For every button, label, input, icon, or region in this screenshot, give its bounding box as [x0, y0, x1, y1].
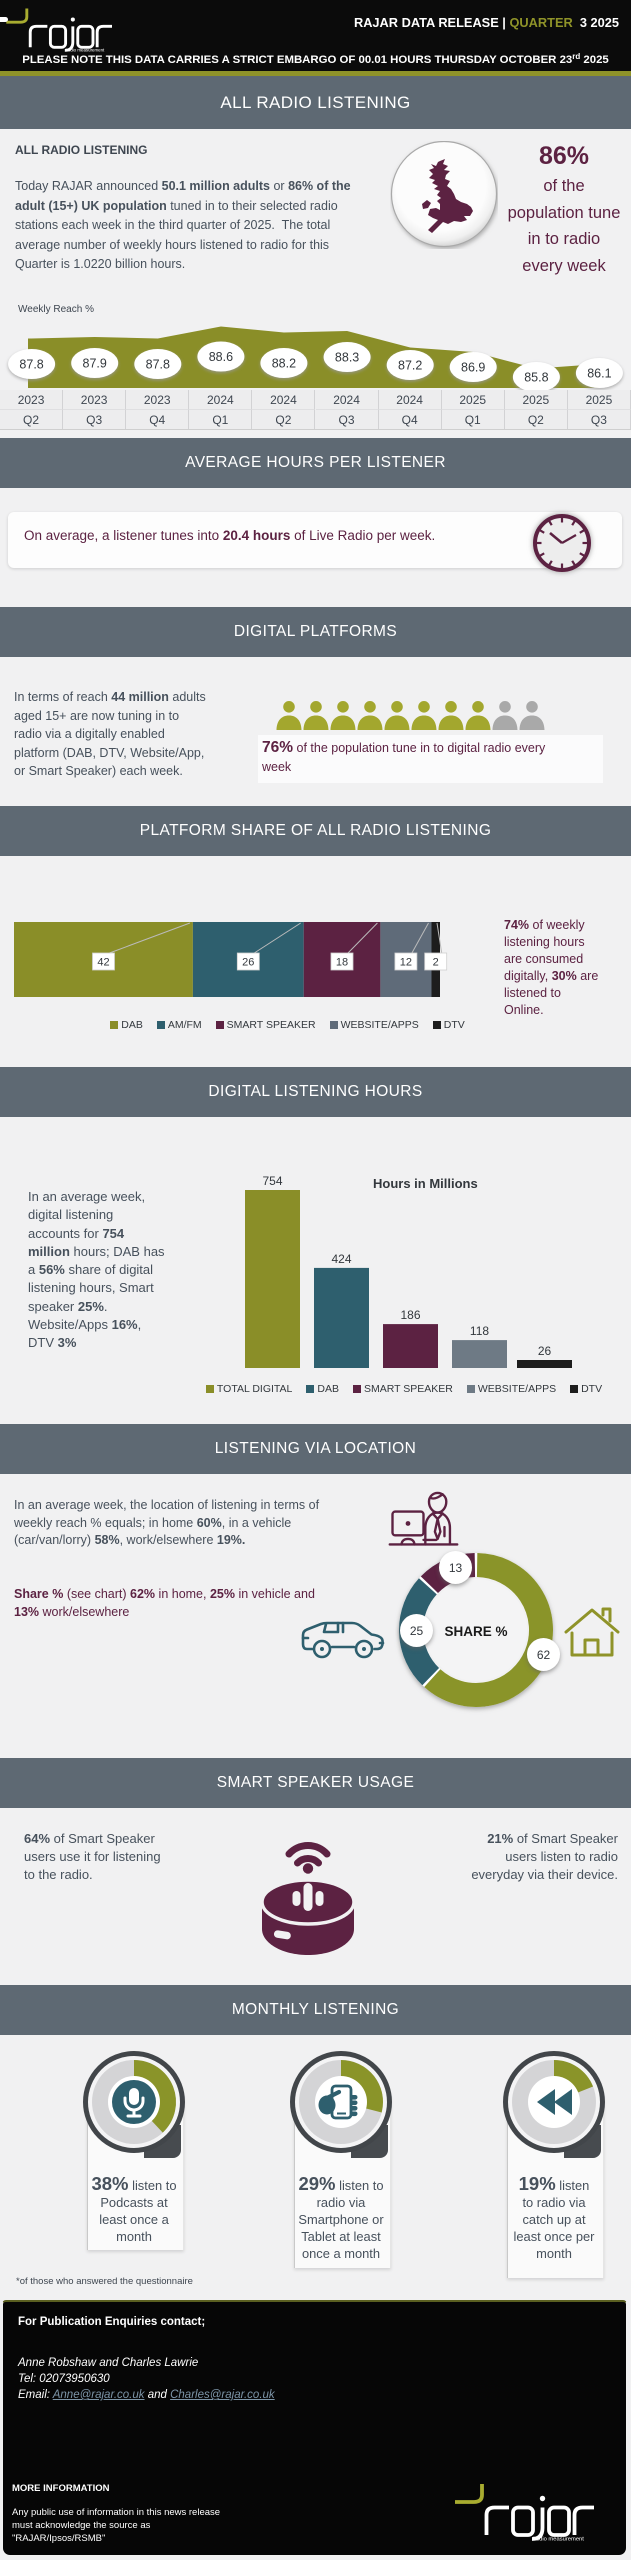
- svg-text:87.2: 87.2: [398, 359, 422, 373]
- svg-text:2: 2: [433, 957, 439, 969]
- svg-text:87.8: 87.8: [146, 358, 170, 372]
- svg-text:754: 754: [262, 1174, 282, 1188]
- svg-text:87.9: 87.9: [83, 357, 107, 371]
- svg-text:85.8: 85.8: [524, 371, 548, 385]
- svg-text:12: 12: [400, 957, 412, 969]
- svg-text:88.2: 88.2: [272, 357, 296, 371]
- svg-text:424: 424: [331, 1252, 351, 1266]
- svg-text:42: 42: [97, 957, 109, 969]
- svg-text:186: 186: [400, 1308, 420, 1322]
- svg-text:SHARE %: SHARE %: [444, 1624, 507, 1639]
- svg-text:88.6: 88.6: [209, 350, 233, 364]
- svg-text:18: 18: [336, 957, 348, 969]
- svg-text:26: 26: [538, 1344, 552, 1358]
- svg-text:118: 118: [470, 1324, 489, 1338]
- svg-text:87.8: 87.8: [19, 358, 43, 372]
- svg-text:88.3: 88.3: [335, 351, 359, 365]
- svg-text:86.9: 86.9: [461, 361, 485, 375]
- svg-text:86.1: 86.1: [587, 367, 611, 381]
- svg-text:Audio measurement: Audio measurement: [65, 47, 105, 52]
- svg-text:26: 26: [242, 957, 254, 969]
- svg-text:Audio measurement: Audio measurement: [532, 2537, 584, 2542]
